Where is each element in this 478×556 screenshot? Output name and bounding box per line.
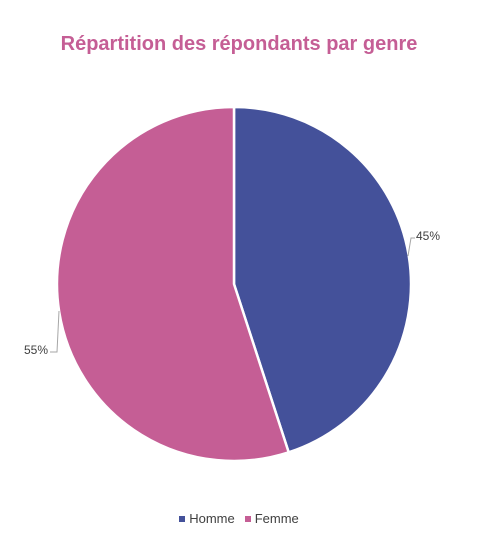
legend-entry-femme: Femme <box>244 511 299 526</box>
data-label-femme: 55% <box>24 343 48 357</box>
legend: Homme Femme <box>0 511 478 526</box>
data-label-homme: 45% <box>416 229 440 243</box>
pie-data-labels: 45% 55% <box>24 229 440 357</box>
legend-label-homme: Homme <box>189 511 235 526</box>
legend-entry-homme: Homme <box>179 511 235 526</box>
legend-swatch-femme <box>244 515 251 522</box>
legend-label-femme: Femme <box>254 511 299 526</box>
pie-slice-homme <box>232 105 413 454</box>
leader-line-homme <box>407 237 415 257</box>
legend-swatch-homme <box>179 515 186 522</box>
chart-title: Répartition des répondants par genre <box>60 33 418 55</box>
pie-slices <box>55 105 413 463</box>
leader-line-femme <box>50 310 60 353</box>
